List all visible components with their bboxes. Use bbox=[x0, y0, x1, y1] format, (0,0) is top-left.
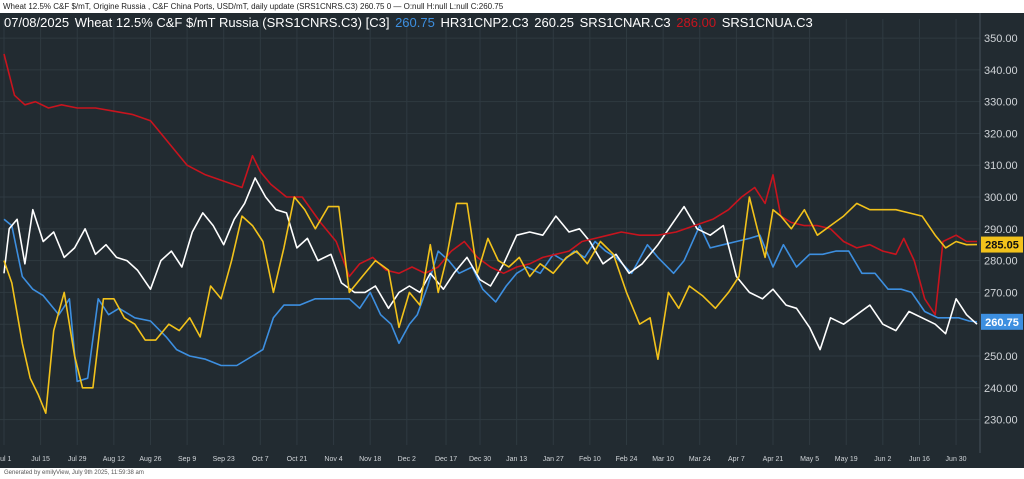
x-tick-label: Oct 21 bbox=[287, 456, 308, 463]
series-line-blue bbox=[3, 218, 978, 383]
y-tick-label: 350.00 bbox=[984, 33, 1018, 45]
x-tick-label: Feb 10 bbox=[579, 456, 601, 463]
footer-generated-note: Generated by emilyView, July 9th 2025, 1… bbox=[0, 468, 1024, 479]
y-tick-label: 320.00 bbox=[984, 128, 1018, 140]
x-tick-label: Jun 2 bbox=[874, 456, 891, 463]
x-tick-label: Dec 17 bbox=[435, 456, 457, 463]
legend-series1-value: 260.75 bbox=[395, 15, 435, 30]
x-tick-label: Nov 18 bbox=[359, 456, 381, 463]
y-tick-label: 290.00 bbox=[984, 224, 1018, 236]
last-value-labels: 285.05 260.75 bbox=[981, 236, 1023, 330]
x-tick-label: Sep 23 bbox=[213, 456, 235, 463]
x-tick-label: Jan 13 bbox=[506, 456, 527, 463]
y-tick-label: 240.00 bbox=[984, 383, 1018, 395]
y-tick-label: 250.00 bbox=[984, 351, 1018, 363]
x-tick-label: Dec 30 bbox=[469, 456, 491, 463]
x-tick-label: May 19 bbox=[835, 456, 858, 463]
legend-series3-name: SRS1CNAR.C3 bbox=[579, 15, 671, 30]
last-value-text: 260.75 bbox=[985, 317, 1019, 329]
last-value-tag bbox=[981, 236, 1023, 253]
series-line-white bbox=[3, 177, 978, 351]
series-line-yellow bbox=[3, 196, 978, 414]
x-tick-label: Jul 15 bbox=[31, 456, 50, 463]
y-tick-label: 340.00 bbox=[984, 65, 1018, 77]
x-tick-label: Feb 24 bbox=[616, 456, 638, 463]
series-line-red bbox=[3, 53, 977, 316]
chart-panel bbox=[0, 13, 1024, 468]
x-tick-label: Jun 16 bbox=[909, 456, 930, 463]
x-tick-label: Apr 7 bbox=[728, 456, 745, 463]
x-tick-label: Mar 24 bbox=[689, 456, 711, 463]
x-tick-label: Nov 4 bbox=[324, 456, 342, 463]
legend-title: Wheat 12.5% C&F $/mT Russia (SRS1CNRS.C3… bbox=[74, 15, 390, 30]
y-tick-label: 330.00 bbox=[984, 97, 1018, 109]
x-tick-label: Mar 10 bbox=[652, 456, 674, 463]
x-axis: Jul 1 Jul 15 Jul 29 Aug 12 Aug 26 Sep 9 Sep 23… bbox=[0, 456, 967, 463]
legend-date: 07/08/2025 bbox=[4, 15, 70, 30]
series-lines bbox=[3, 53, 978, 414]
price-chart[interactable]: 230.00240.00250.00260.00270.00280.00290.… bbox=[0, 13, 1024, 468]
chart-header-info: Wheat 12.5% C&F $/mT, Origine Russia , C… bbox=[0, 0, 1024, 13]
x-tick-label: Oct 7 bbox=[252, 456, 269, 463]
y-tick-label: 270.00 bbox=[984, 287, 1018, 299]
x-tick-label: Jun 30 bbox=[946, 456, 967, 463]
x-tick-label: Sep 9 bbox=[178, 456, 196, 463]
x-tick-label: Jul 29 bbox=[68, 456, 87, 463]
x-tick-label: Aug 26 bbox=[139, 456, 161, 463]
y-axis: 230.00240.00250.00260.00270.00280.00290.… bbox=[984, 33, 1018, 426]
last-value-tag bbox=[981, 313, 1023, 330]
last-value-text: 285.05 bbox=[985, 240, 1019, 252]
y-tick-label: 230.00 bbox=[984, 415, 1018, 427]
y-tick-label: 280.00 bbox=[984, 256, 1018, 268]
y-tick-label: 310.00 bbox=[984, 160, 1018, 172]
legend-series2-name: HR31CNP2.C3 bbox=[440, 15, 529, 30]
legend-series3-value: 286.00 bbox=[676, 15, 717, 30]
x-tick-label: Jan 27 bbox=[543, 456, 564, 463]
x-tick-label: May 5 bbox=[800, 456, 819, 463]
grid-lines bbox=[0, 13, 981, 453]
x-tick-label: Apr 21 bbox=[763, 456, 784, 463]
chart-legend: 07/08/2025 Wheat 12.5% C&F $/mT Russia (… bbox=[4, 15, 815, 30]
x-tick-label: Dec 2 bbox=[398, 456, 416, 463]
legend-series4-name: SRS1CNUA.C3 bbox=[721, 15, 813, 30]
legend-series2-value: 260.25 bbox=[534, 15, 575, 30]
y-tick-label: 300.00 bbox=[984, 192, 1018, 204]
x-tick-label: Aug 12 bbox=[103, 456, 125, 463]
x-tick-label: Jul 1 bbox=[0, 456, 11, 463]
